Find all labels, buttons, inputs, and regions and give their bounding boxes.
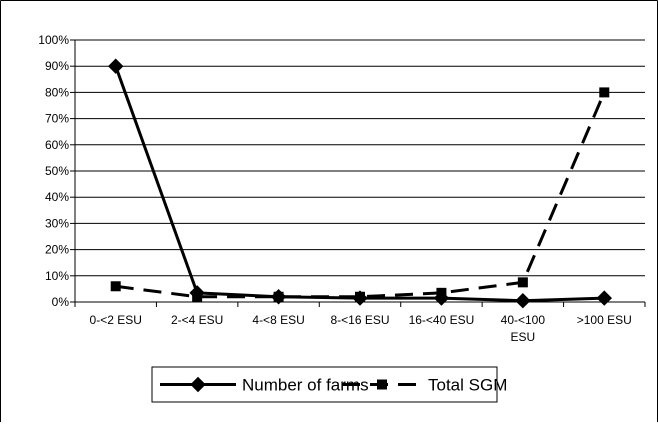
series-1-point-2 [273, 291, 284, 302]
x-tick-label-3: 8-<16 ESU [330, 313, 389, 327]
series-1-point-4 [436, 287, 447, 298]
series-0-point-0 [108, 58, 124, 74]
series-0-point-6 [596, 290, 612, 306]
x-tick-label-line: ESU [511, 330, 536, 344]
x-tick-label-line: 8-<16 ESU [330, 313, 389, 327]
y-tick-label-5: 50% [45, 164, 69, 178]
series-1-point-1 [192, 291, 203, 302]
x-tick-label-4: 16-<40 ESU [409, 313, 475, 327]
series-1-point-6 [599, 87, 610, 98]
x-axis-ticks: 0-<2 ESU 2-<4 ESU 4-<8 ESU 8-<16 ESU 16-<40 … [74, 302, 646, 344]
y-tick-label-3: 30% [45, 216, 69, 230]
y-tick-label-8: 80% [45, 85, 69, 99]
x-tick-label-line: 2-<4 ESU [171, 313, 223, 327]
x-tick-label-line: 40-<100 [501, 313, 546, 327]
y-axis-ticks: 0% 10% 20% 30% 40% 50% 60% 70% 80% 90% 100% [38, 33, 75, 309]
y-tick-label-9: 90% [45, 59, 69, 73]
y-tick-label-4: 40% [45, 190, 69, 204]
x-tick-label-0: 0-<2 ESU [90, 313, 142, 327]
series-layer [108, 58, 612, 309]
series-0-point-5 [515, 292, 531, 309]
x-tick-label-6: >100 ESU [577, 313, 632, 327]
legend-marker-1 [377, 379, 387, 390]
series-1-point-5 [517, 277, 528, 288]
y-tick-label-2: 20% [45, 243, 69, 257]
gridlines [75, 39, 645, 277]
legend: Number of farms Total SGM [151, 366, 507, 403]
series-1-point-0 [110, 281, 121, 292]
x-tick-label-line: >100 ESU [577, 313, 632, 327]
x-tick-label-2: 4-<8 ESU [252, 313, 304, 327]
y-tick-label-6: 60% [45, 138, 69, 152]
x-tick-label-1: 2-<4 ESU [171, 313, 223, 327]
legend-label-1: Total SGM [428, 376, 507, 395]
y-tick-label-7: 70% [45, 112, 69, 126]
x-tick-label-line: 4-<8 ESU [252, 313, 304, 327]
x-tick-label-5: 40-<100 ESU [501, 313, 546, 344]
x-tick-label-line: 0-<2 ESU [90, 313, 142, 327]
legend-label-0: Number of farms [242, 376, 369, 395]
series-1-point-3 [355, 291, 365, 302]
x-tick-label-line: 16-<40 ESU [409, 313, 475, 327]
y-tick-label-0: 0% [52, 295, 70, 309]
legend-marker-0 [190, 376, 206, 393]
y-tick-label-1: 10% [45, 269, 69, 283]
y-tick-label-10: 100% [38, 33, 69, 47]
